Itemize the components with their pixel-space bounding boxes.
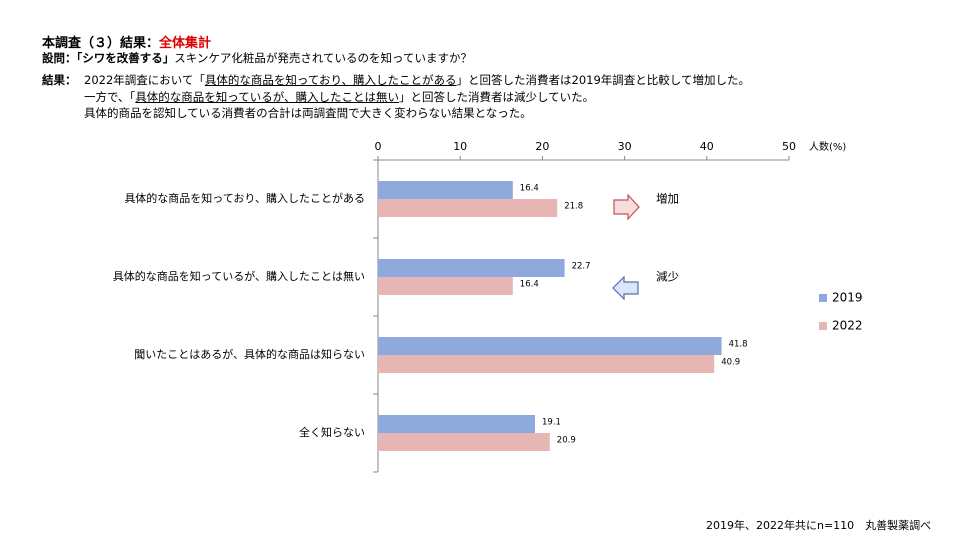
bar <box>378 277 513 295</box>
question: 設問：「シワを改善する」スキンケア化粧品が発売されているのを知っていますか？ <box>42 50 472 66</box>
decrease-arrow <box>612 275 639 301</box>
legend-label: 2019 <box>832 291 863 305</box>
result-text: 」と回答した消費者は2019年調査と比較して増加した。 <box>456 73 750 87</box>
bar <box>378 337 722 355</box>
bar <box>378 181 513 199</box>
x-tick-label: 40 <box>700 140 714 153</box>
category-label: 全く知らない <box>299 425 365 439</box>
question-emphasis: 「シワを改善する」 <box>76 51 175 65</box>
x-tick-label: 30 <box>618 140 632 153</box>
category-label: 具体的な商品を知っているが、購入したことは無い <box>113 269 365 283</box>
result-text: 」と回答した消費者は減少していた。 <box>399 90 595 104</box>
legend-label: 2022 <box>832 319 863 333</box>
annotation: 減少 <box>656 270 679 284</box>
result-line: 具体的商品を認知している消費者の合計は両調査間で大きく変わらない結果となった。 <box>84 105 532 121</box>
title-text: 本調査（３）結果： <box>42 36 160 51</box>
result-line: 一方で、「具体的な商品を知っているが、購入したことは無い」と回答した消費者は減少… <box>84 89 594 105</box>
x-tick-label: 10 <box>453 140 467 153</box>
question-label: 設問： <box>42 51 77 65</box>
x-tick-label: 20 <box>535 140 549 153</box>
increase-arrow <box>613 193 640 221</box>
x-tick-label: 50 <box>782 140 796 153</box>
bar <box>378 355 715 373</box>
bar <box>378 199 558 217</box>
footer: 2019年、2022年共にn=110 丸善製薬調べ <box>706 519 932 532</box>
value-label: 20.9 <box>557 436 576 446</box>
result-line: 2022年調査において「具体的な商品を知っており、購入したことがある」と回答した… <box>84 72 750 88</box>
value-label: 22.7 <box>572 262 591 272</box>
result-text: 2022年調査において「 <box>84 73 205 87</box>
legend-swatch <box>819 294 827 302</box>
legend-swatch <box>819 322 827 330</box>
result-label-text: 結果： <box>42 73 77 87</box>
x-tick-label: 0 <box>375 140 382 153</box>
question-text: スキンケア化粧品が発売されているのを知っていますか？ <box>174 51 472 65</box>
result-underline: 具体的な商品を知っているが、購入したことは無い <box>135 90 399 104</box>
category-label: 聞いたことはあるが、具体的な商品は知らない <box>134 347 365 361</box>
title-highlight: 全体集計 <box>159 36 212 51</box>
title: 本調査（３）結果：全体集計 <box>42 32 211 51</box>
category-label: 具体的な商品を知っており、購入したことがある <box>124 191 365 205</box>
bar <box>378 259 565 277</box>
value-label: 19.1 <box>542 418 561 428</box>
value-label: 21.8 <box>564 202 583 212</box>
result-text: 具体的商品を認知している消費者の合計は両調査間で大きく変わらない結果となった。 <box>84 106 532 120</box>
bar <box>378 433 550 451</box>
bar <box>378 415 536 433</box>
value-label: 16.4 <box>520 280 539 290</box>
annotation: 増加 <box>656 192 679 206</box>
value-label: 40.9 <box>721 358 740 368</box>
value-label: 16.4 <box>520 184 539 194</box>
value-label: 41.8 <box>729 340 748 350</box>
result-underline: 具体的な商品を知っており、購入したことがある <box>204 73 457 87</box>
result-text: 一方で、「 <box>84 90 136 104</box>
x-axis-label: 人数(%) <box>809 140 846 153</box>
result-label: 結果： <box>42 72 77 88</box>
